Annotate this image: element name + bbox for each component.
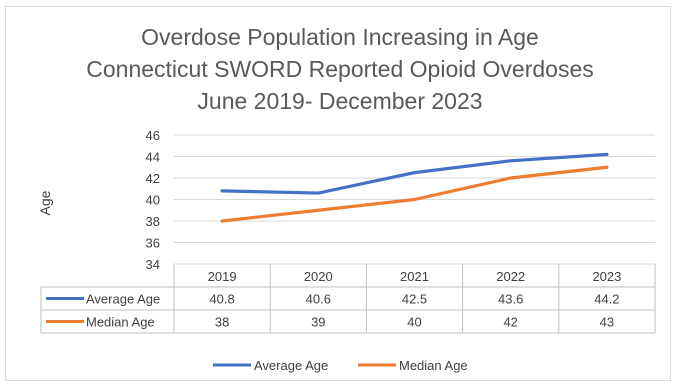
chart-title-line-1: Overdose Population Increasing in Age — [141, 24, 539, 50]
x-category-label: 2021 — [400, 269, 429, 284]
x-category-label: 2023 — [592, 269, 621, 284]
gridlines — [174, 134, 655, 265]
y-tick-label: 34 — [146, 257, 160, 272]
series-line — [220, 165, 609, 223]
y-tick-labels: 34 36 38 40 42 44 46 — [146, 128, 160, 272]
series-lines — [220, 152, 609, 223]
legend: Average Age Median Age — [213, 358, 468, 373]
table-value-cell: 43 — [600, 315, 614, 330]
table-value-cell: 38 — [215, 315, 229, 330]
y-tick-label: 40 — [146, 193, 160, 208]
x-category-label: 2022 — [496, 269, 525, 284]
table-value-cell: 42.5 — [402, 292, 427, 307]
y-axis-label: Age — [37, 190, 53, 215]
chart-title-line-3: June 2019- December 2023 — [197, 88, 482, 114]
table-value-cell: 42 — [503, 315, 517, 330]
chart-frame — [5, 6, 671, 381]
series-line — [220, 152, 609, 195]
y-tick-label: 38 — [146, 214, 160, 229]
x-category-label: 2019 — [208, 269, 237, 284]
table-value-cell: 40.6 — [306, 292, 331, 307]
legend-label: Median Age — [399, 358, 468, 373]
y-tick-label: 46 — [146, 128, 160, 143]
table-series-label: Average Age — [86, 292, 160, 307]
table-series-label: Median Age — [86, 315, 155, 330]
y-tick-label: 44 — [146, 150, 160, 165]
table-value-cell: 44.2 — [594, 292, 619, 307]
table-value-cell: 40.8 — [209, 292, 234, 307]
x-category-label: 2020 — [304, 269, 333, 284]
chart-title-line-2: Connecticut SWORD Reported Opioid Overdo… — [86, 56, 594, 82]
table-value-cell: 40 — [407, 315, 421, 330]
y-tick-label: 36 — [146, 236, 160, 251]
chart-title: Overdose Population Increasing in Age Co… — [86, 24, 594, 114]
y-tick-label: 42 — [146, 171, 160, 186]
legend-label: Average Age — [254, 358, 328, 373]
data-table: 2019 2020 2021 2022 2023 Average Age 40.8 40.6 4… — [40, 264, 656, 334]
table-value-cell: 39 — [311, 315, 325, 330]
table-value-cell: 43.6 — [498, 292, 523, 307]
